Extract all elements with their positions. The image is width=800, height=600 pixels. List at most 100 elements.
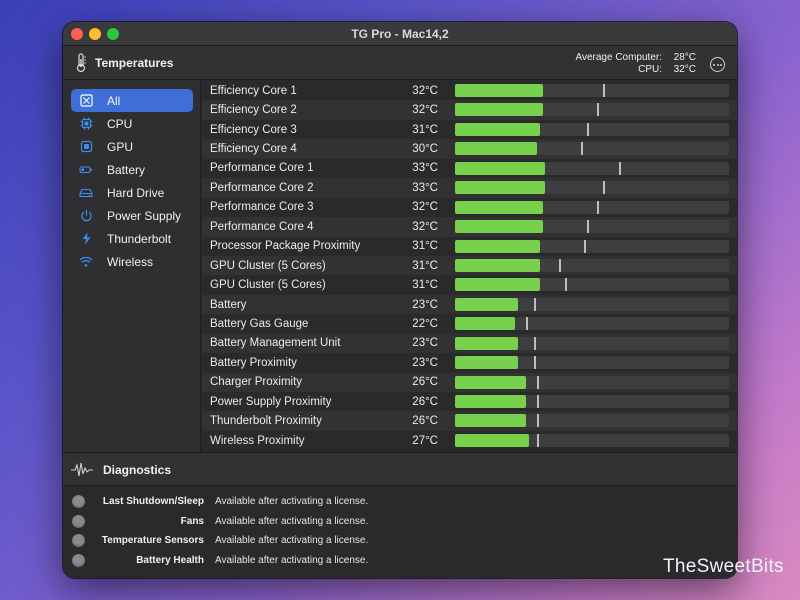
power-icon (79, 209, 93, 223)
cpu-value: 32°C (673, 64, 696, 75)
sensor-bar-track (455, 239, 729, 253)
sensor-name: Battery Management Unit (210, 337, 341, 350)
sensor-row[interactable]: Efficiency Core 1 32°C (202, 81, 737, 101)
sensor-name: Battery Proximity (210, 356, 297, 369)
sidebar-item-label: Thunderbolt (107, 231, 172, 246)
sensor-temp: 32°C (412, 104, 438, 117)
sensor-row[interactable]: Charger Proximity 26°C (202, 372, 737, 392)
sensor-name: Performance Core 4 (210, 220, 314, 233)
sensor-name: Efficiency Core 2 (210, 104, 297, 117)
sensor-row[interactable]: Thunderbolt Proximity 26°C (202, 411, 737, 431)
sidebar-item-gpu[interactable]: GPU (71, 135, 193, 158)
sensor-bar-fill (455, 375, 527, 389)
sensor-list[interactable]: Efficiency Core 1 32°C Efficiency Core 2 32… (202, 81, 737, 452)
sensor-bar-track (455, 278, 729, 292)
sensor-temp: 31°C (412, 123, 438, 136)
maximize-window-button[interactable] (107, 28, 119, 40)
sensor-temp: 31°C (412, 279, 438, 292)
minimize-window-button[interactable] (89, 28, 101, 40)
sensor-row[interactable]: Power Supply Proximity 26°C (202, 392, 737, 412)
sensor-bar-track (455, 122, 729, 136)
diagnostic-row: Battery Health Available after activating… (63, 551, 737, 571)
sensor-name: Battery (210, 298, 247, 311)
sensor-name: Charger Proximity (210, 376, 303, 389)
sensor-bar-track (455, 84, 729, 97)
sidebar-item-label: CPU (107, 116, 133, 131)
gpu-icon (79, 140, 93, 154)
sensor-temp: 26°C (412, 395, 438, 408)
sidebar-item-thunderbolt[interactable]: Thunderbolt (71, 227, 193, 250)
sensor-bar-track (455, 336, 729, 350)
thermometer-icon (75, 53, 87, 78)
close-window-button[interactable] (71, 28, 83, 40)
sensor-row[interactable]: GPU Cluster (5 Cores) 31°C (202, 275, 737, 295)
sidebar-item-label: All (107, 93, 121, 108)
sensor-row[interactable]: GPU Cluster (5 Cores) 31°C (202, 255, 737, 276)
sensor-row[interactable]: Performance Core 1 33°C (202, 158, 737, 179)
sensor-temp: 31°C (412, 240, 438, 253)
sensor-bar-fill (455, 336, 519, 350)
sensor-max-marker (537, 375, 540, 389)
sidebar-item-battery[interactable]: Battery (71, 158, 193, 181)
sensor-max-marker (564, 278, 567, 292)
sensor-row[interactable]: Performance Core 2 33°C (202, 178, 737, 198)
sensor-bar-fill (455, 103, 543, 117)
sensor-row[interactable]: Battery 23°C (202, 294, 737, 315)
sensor-name: Battery Gas Gauge (210, 317, 309, 330)
sidebar-item-label: Hard Drive (107, 185, 165, 200)
sidebar-item-power-supply[interactable]: Power Supply (71, 204, 193, 227)
sidebar-item-label: Wireless (107, 254, 154, 269)
sensor-bar-fill (455, 142, 538, 156)
sensor-bar-track (455, 395, 729, 408)
sensor-row[interactable]: Battery Gas Gauge 22°C (202, 314, 737, 334)
sensor-row[interactable]: Performance Core 3 32°C (202, 197, 737, 218)
status-dot-icon (72, 495, 85, 509)
status-dot-icon (72, 553, 85, 567)
sidebar-item-label: GPU (107, 139, 134, 154)
sensor-row[interactable]: Efficiency Core 3 31°C (202, 119, 737, 140)
status-dot-icon (72, 534, 85, 548)
sensor-temp: 27°C (412, 434, 438, 447)
window-title: TG Pro - Mac14,2 (351, 26, 449, 41)
sensor-row[interactable]: Battery Management Unit 23°C (202, 333, 737, 354)
sensor-row[interactable]: Battery Proximity 23°C (202, 353, 737, 373)
diagnostic-value: Available after activating a license. (215, 535, 369, 547)
sensor-row[interactable]: Efficiency Core 4 30°C (202, 139, 737, 159)
avg-computer-value: 28°C (673, 52, 696, 63)
sidebar-item-wireless[interactable]: Wireless (71, 250, 193, 273)
temperatures-header: Temperatures Average Computer: 28°C CPU:… (63, 46, 737, 80)
sensor-name: Performance Core 3 (210, 201, 314, 214)
diagnostics-list: Last Shutdown/Sleep Available after activ… (63, 486, 737, 578)
sensor-temp: 32°C (412, 201, 438, 214)
sensor-bar-track (455, 103, 729, 117)
sensor-row[interactable]: Wireless Proximity 27°C (202, 430, 737, 451)
sidebar-item-hard-drive[interactable]: Hard Drive (71, 181, 193, 204)
diagnostic-value: Available after activating a license. (215, 496, 369, 508)
sensor-bar-fill (455, 84, 543, 97)
sensor-name: Performance Core 1 (210, 162, 314, 175)
sensor-row[interactable]: Efficiency Core 2 32°C (202, 100, 737, 120)
sensor-max-marker (537, 414, 540, 428)
sensor-temp: 32°C (412, 220, 438, 233)
sensor-max-marker (602, 84, 605, 97)
sensor-bar-track (455, 181, 729, 195)
sensor-max-marker (586, 220, 589, 234)
sensor-name: Efficiency Core 4 (210, 143, 297, 156)
status-dot-icon (72, 514, 85, 528)
sensor-temp: 26°C (412, 376, 438, 389)
sidebar-item-label: Battery (107, 162, 146, 177)
sensor-bar-fill (455, 122, 540, 136)
sensor-max-marker (583, 239, 586, 253)
sensor-bar-track (455, 142, 729, 156)
sensor-max-marker (586, 122, 589, 136)
sidebar-item-cpu[interactable]: CPU (71, 112, 193, 135)
sensor-bar-track (455, 356, 729, 370)
sensor-bar-fill (455, 239, 540, 253)
ellipsis-circle-icon[interactable] (710, 57, 725, 72)
diagnostic-label: Battery Health (136, 554, 204, 566)
sensor-max-marker (581, 142, 584, 156)
sidebar-item-all[interactable]: All (71, 89, 193, 112)
sensor-row[interactable]: Processor Package Proximity 31°C (202, 236, 737, 256)
sensor-row[interactable]: Performance Core 4 32°C (202, 217, 737, 237)
sensor-bar-fill (455, 258, 540, 272)
